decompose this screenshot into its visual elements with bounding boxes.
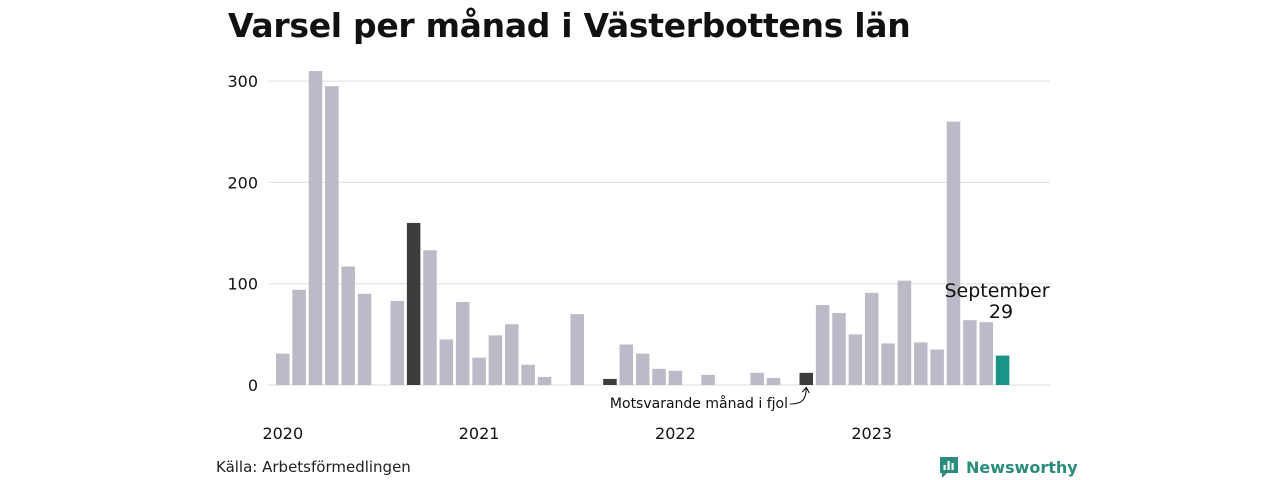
source-note: Källa: Arbetsförmedlingen	[216, 458, 411, 476]
bar-2020-10	[423, 250, 437, 385]
bar-2023-04	[914, 342, 928, 385]
bar-2021-02	[488, 335, 503, 385]
bar-2021-04	[521, 364, 535, 385]
bar-2020-09	[406, 222, 421, 385]
y-tick-label: 0	[248, 376, 258, 395]
bar-2022-12	[848, 334, 863, 385]
x-axis-year-labels: 2020 2021 2022 2023	[262, 424, 892, 443]
bar-2020-01	[276, 353, 290, 385]
x-year-label: 2021	[459, 424, 500, 443]
bar-2021-01	[472, 357, 486, 385]
current-month-label: September	[944, 280, 1049, 302]
bar-2020-05	[341, 266, 355, 385]
x-year-label: 2022	[655, 424, 696, 443]
bar-2023-09	[995, 355, 1010, 385]
brand-logo: Newsworthy	[938, 455, 1078, 479]
bar-2023-03	[897, 280, 912, 385]
brand-name: Newsworthy	[966, 457, 1078, 477]
bar-2021-03	[505, 324, 519, 385]
bar-2023-06	[946, 121, 961, 386]
bar-2022-09	[799, 372, 814, 385]
annotation-arrowhead	[801, 386, 810, 394]
bar-2022-01	[668, 370, 683, 385]
bar-2023-08	[979, 322, 993, 385]
bar-2021-12	[652, 368, 666, 385]
bar-2023-01	[864, 292, 879, 385]
y-tick-label: 200	[227, 173, 258, 192]
bar-2020-06	[357, 293, 372, 385]
y-axis-ticks: 0 100 200 300	[227, 72, 258, 395]
bar-2020-11	[439, 339, 454, 385]
bar-2021-07	[570, 314, 584, 385]
previous-year-annotation: Motsvarande månad i fjol	[610, 395, 788, 412]
bars	[276, 70, 1010, 386]
bar-2022-07	[766, 377, 781, 385]
annotations: September 29 Motsvarande månad i fjol	[610, 280, 1050, 412]
x-year-label: 2020	[262, 424, 303, 443]
annotation-arrow	[789, 387, 807, 405]
bar-2023-07	[963, 320, 977, 385]
bar-2020-02	[292, 289, 306, 385]
bar-2020-12	[455, 301, 470, 385]
y-tick-label: 300	[227, 72, 258, 91]
bar-2020-08	[390, 300, 405, 385]
current-value-label: 29	[989, 301, 1013, 323]
bar-2023-02	[881, 343, 895, 385]
bar-2020-04	[325, 86, 339, 386]
x-year-label: 2023	[851, 424, 892, 443]
bar-2020-03	[308, 70, 323, 385]
grid-lines	[268, 80, 1050, 386]
bar-2021-10	[619, 344, 634, 385]
bar-2021-05	[537, 376, 552, 385]
chart-title: Varsel per månad i Västerbottens län	[228, 6, 911, 45]
bar-2023-05	[930, 349, 944, 385]
newsworthy-logo-icon	[940, 457, 958, 478]
bar-2022-10	[815, 304, 830, 385]
bar-2022-06	[750, 372, 764, 385]
bar-2022-03	[701, 374, 715, 385]
y-tick-label: 100	[227, 275, 258, 294]
bar-2021-09	[603, 378, 617, 385]
bar-2021-11	[635, 353, 650, 385]
bar-2022-11	[832, 313, 846, 385]
